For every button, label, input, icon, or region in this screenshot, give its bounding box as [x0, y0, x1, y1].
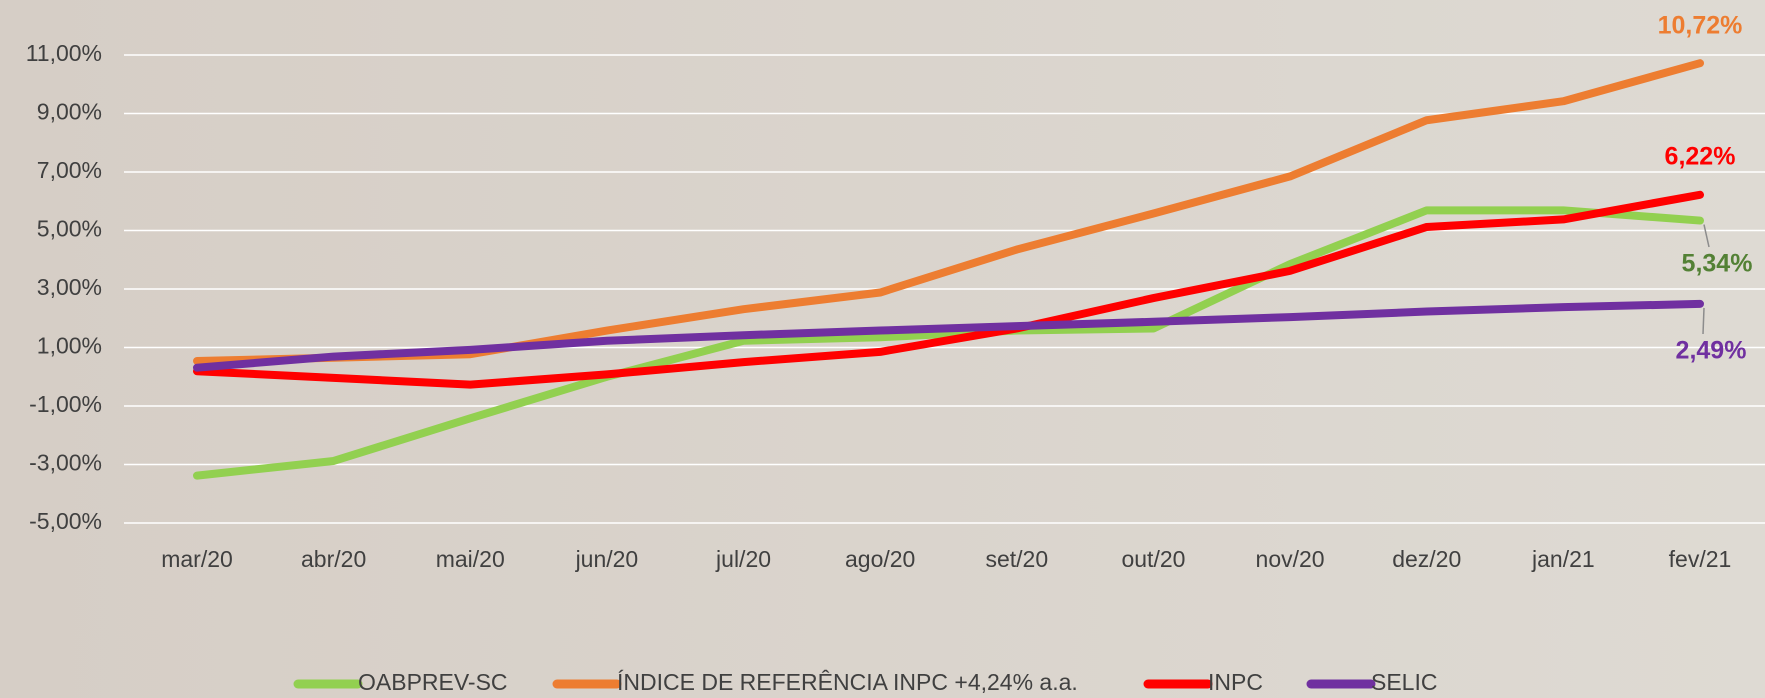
- y-tick-label: 1,00%: [37, 333, 102, 359]
- y-tick-label: 11,00%: [26, 40, 102, 66]
- x-tick-label: fev/21: [1669, 546, 1732, 572]
- value-label: 2,49%: [1676, 337, 1747, 365]
- x-tick-label: nov/20: [1256, 546, 1325, 572]
- legend-label: SELIC: [1371, 669, 1437, 695]
- value-label: 5,34%: [1682, 250, 1753, 278]
- chart: -5,00% -3,00% -1,00% 1,00% 3,00% 5,00% 7,00% 9,…: [0, 0, 1765, 698]
- x-tick-label: jun/20: [575, 546, 639, 572]
- x-tick-label: abr/20: [301, 546, 366, 572]
- legend-label: INPC: [1208, 669, 1263, 695]
- x-tick-label: mar/20: [161, 546, 233, 572]
- x-tick-label: set/20: [985, 546, 1048, 572]
- leader-line: [1703, 308, 1704, 334]
- legend-label: OABPREV-SC: [358, 669, 508, 695]
- y-tick-label: 5,00%: [37, 216, 102, 242]
- x-tick-label: out/20: [1121, 546, 1185, 572]
- x-tick-label: mai/20: [436, 546, 505, 572]
- value-label: 6,22%: [1665, 143, 1736, 171]
- x-tick-label: dez/20: [1392, 546, 1461, 572]
- y-tick-label: 9,00%: [37, 99, 102, 125]
- x-tick-label: jan/21: [1531, 546, 1595, 572]
- y-tick-label: 7,00%: [37, 157, 102, 183]
- value-label: 10,72%: [1658, 12, 1743, 40]
- y-tick-label: -1,00%: [29, 391, 102, 417]
- y-tick-label: -5,00%: [29, 508, 102, 534]
- y-tick-label: 3,00%: [37, 274, 102, 300]
- x-tick-label: jul/20: [715, 546, 771, 572]
- legend-label: ÍNDICE DE REFERÊNCIA INPC +4,24% a.a.: [617, 669, 1078, 695]
- x-tick-label: ago/20: [845, 546, 915, 572]
- y-tick-label: -3,00%: [29, 450, 102, 476]
